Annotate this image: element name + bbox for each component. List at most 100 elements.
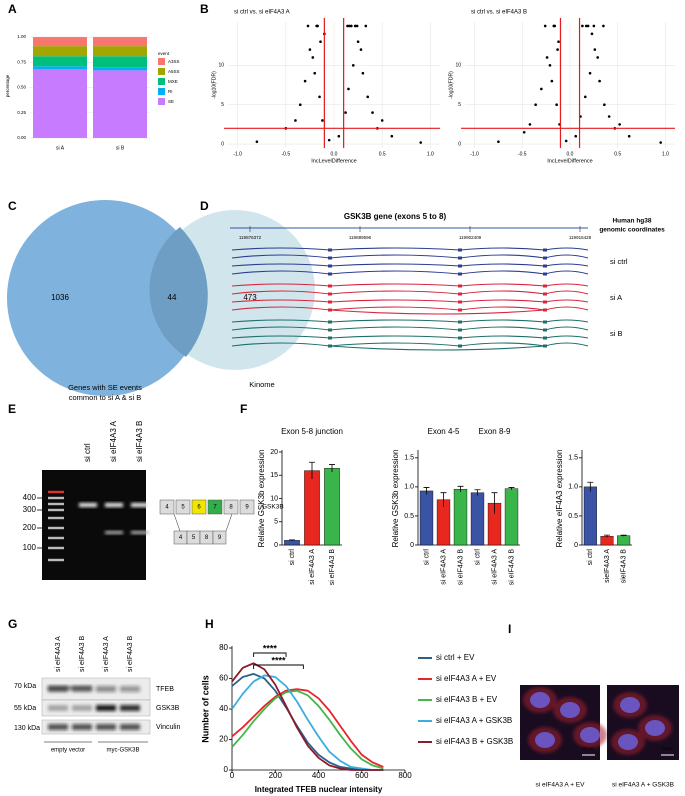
exon-label: 5	[192, 535, 196, 541]
bar	[504, 488, 519, 546]
exon-box	[175, 499, 191, 515]
point	[553, 24, 557, 28]
panel-label: D	[200, 199, 209, 213]
line	[231, 673, 384, 771]
venn-count: 1036	[51, 293, 69, 302]
point	[353, 24, 357, 28]
panel-label: A	[8, 2, 17, 16]
coordinate-label: 119889596	[349, 235, 372, 240]
exon-block	[328, 284, 332, 288]
x-tick-label: -0.5	[518, 151, 527, 157]
exon-block	[458, 284, 462, 288]
chart-title: si ctrl vs. si eIF4A3 B	[471, 10, 527, 16]
bar-segment	[93, 56, 147, 68]
point	[627, 134, 631, 138]
point	[316, 24, 319, 28]
exon-block	[328, 344, 332, 348]
legend-title: event	[158, 51, 170, 56]
track-label: si A	[610, 293, 622, 302]
venn-caption: Genes with SE events	[68, 383, 142, 392]
chart-subtitle: Exon 8-9	[478, 427, 511, 436]
exon-block	[328, 272, 332, 276]
exon-block	[328, 300, 332, 304]
point	[356, 40, 360, 43]
ladder-label: 400	[23, 493, 37, 502]
sashimi-track	[231, 247, 589, 251]
panel-label: I	[508, 622, 511, 636]
coord-title: genomic coordinates	[599, 227, 665, 234]
y-tick-label: 1.00	[17, 34, 26, 39]
point	[550, 79, 554, 83]
panel-label: H	[205, 617, 214, 631]
legend-label: si eIF4A3 A + EV	[436, 674, 497, 683]
bar	[324, 468, 340, 546]
point	[298, 103, 302, 106]
significance-bracket	[253, 664, 304, 669]
venn-left	[7, 200, 203, 396]
point	[303, 79, 307, 83]
bar	[284, 540, 300, 546]
y-tick-label: 5	[274, 519, 278, 526]
condition-label: empty vector	[51, 748, 85, 754]
y-tick-label: 0	[221, 141, 224, 147]
point	[294, 119, 297, 122]
gene-title: GSK3B gene (exons 5 to 8)	[344, 212, 447, 221]
exon-label: 7	[213, 505, 217, 511]
point	[419, 141, 423, 144]
gel-band	[105, 531, 123, 534]
error-bar	[423, 487, 430, 495]
bar-segment	[33, 66, 87, 70]
legend-label: si eIF4A3 B + EV	[436, 695, 498, 704]
legend-swatch	[158, 88, 165, 95]
bar-segment	[93, 46, 147, 57]
legend-label: A3SS	[168, 59, 180, 64]
exon-block	[543, 248, 547, 252]
y-tick-label: 20	[270, 449, 278, 456]
error-bar	[604, 534, 610, 538]
blot-band	[120, 724, 140, 730]
ladder-band	[48, 508, 64, 512]
point	[361, 71, 365, 75]
sashimi-track	[231, 263, 589, 267]
exon-label: 9	[245, 505, 249, 511]
point	[564, 139, 568, 143]
exon-box	[207, 499, 223, 515]
condition-label: myc-GSK3B	[106, 748, 139, 754]
nucleus	[560, 702, 580, 718]
sashimi-track	[231, 270, 589, 275]
venn-overlap	[149, 227, 208, 357]
point	[574, 134, 578, 138]
x-tick-label: 0.5	[379, 151, 386, 157]
y-tick-label: 0	[410, 542, 414, 549]
x-tick-label: 0.0	[331, 151, 338, 157]
point	[390, 134, 394, 138]
lane-label: si eIF4A3 A	[103, 636, 110, 672]
exon-block	[543, 336, 547, 340]
ladder-band	[48, 558, 64, 562]
x-tick-label: -1.0	[233, 151, 242, 157]
panel-label: E	[8, 402, 16, 416]
y-tick-label: 0	[458, 141, 461, 147]
blot-band	[96, 724, 116, 730]
blot-band	[120, 705, 140, 711]
x-tick-label: 0.5	[614, 151, 621, 157]
y-tick-label: 0.75	[17, 59, 26, 64]
coordinate-label: 119876372	[239, 235, 262, 240]
error-bar	[491, 492, 498, 514]
point	[497, 140, 500, 143]
y-tick-label: 10	[455, 63, 461, 69]
marker-label: 130 kDa	[14, 725, 40, 732]
error-bar	[508, 487, 515, 490]
y-tick-label: 10	[218, 63, 224, 69]
blot-band	[72, 724, 92, 730]
point	[347, 87, 350, 91]
ladder-band	[48, 490, 64, 494]
x-axis-label: IncLevelDifference	[547, 158, 592, 164]
exon-box	[191, 499, 207, 515]
point	[306, 24, 310, 28]
coordinate-label: 119902409	[459, 235, 482, 240]
bar-segment	[93, 70, 147, 138]
point	[592, 24, 596, 28]
legend-swatch	[158, 68, 165, 75]
y-tick-label: 40	[219, 704, 228, 713]
